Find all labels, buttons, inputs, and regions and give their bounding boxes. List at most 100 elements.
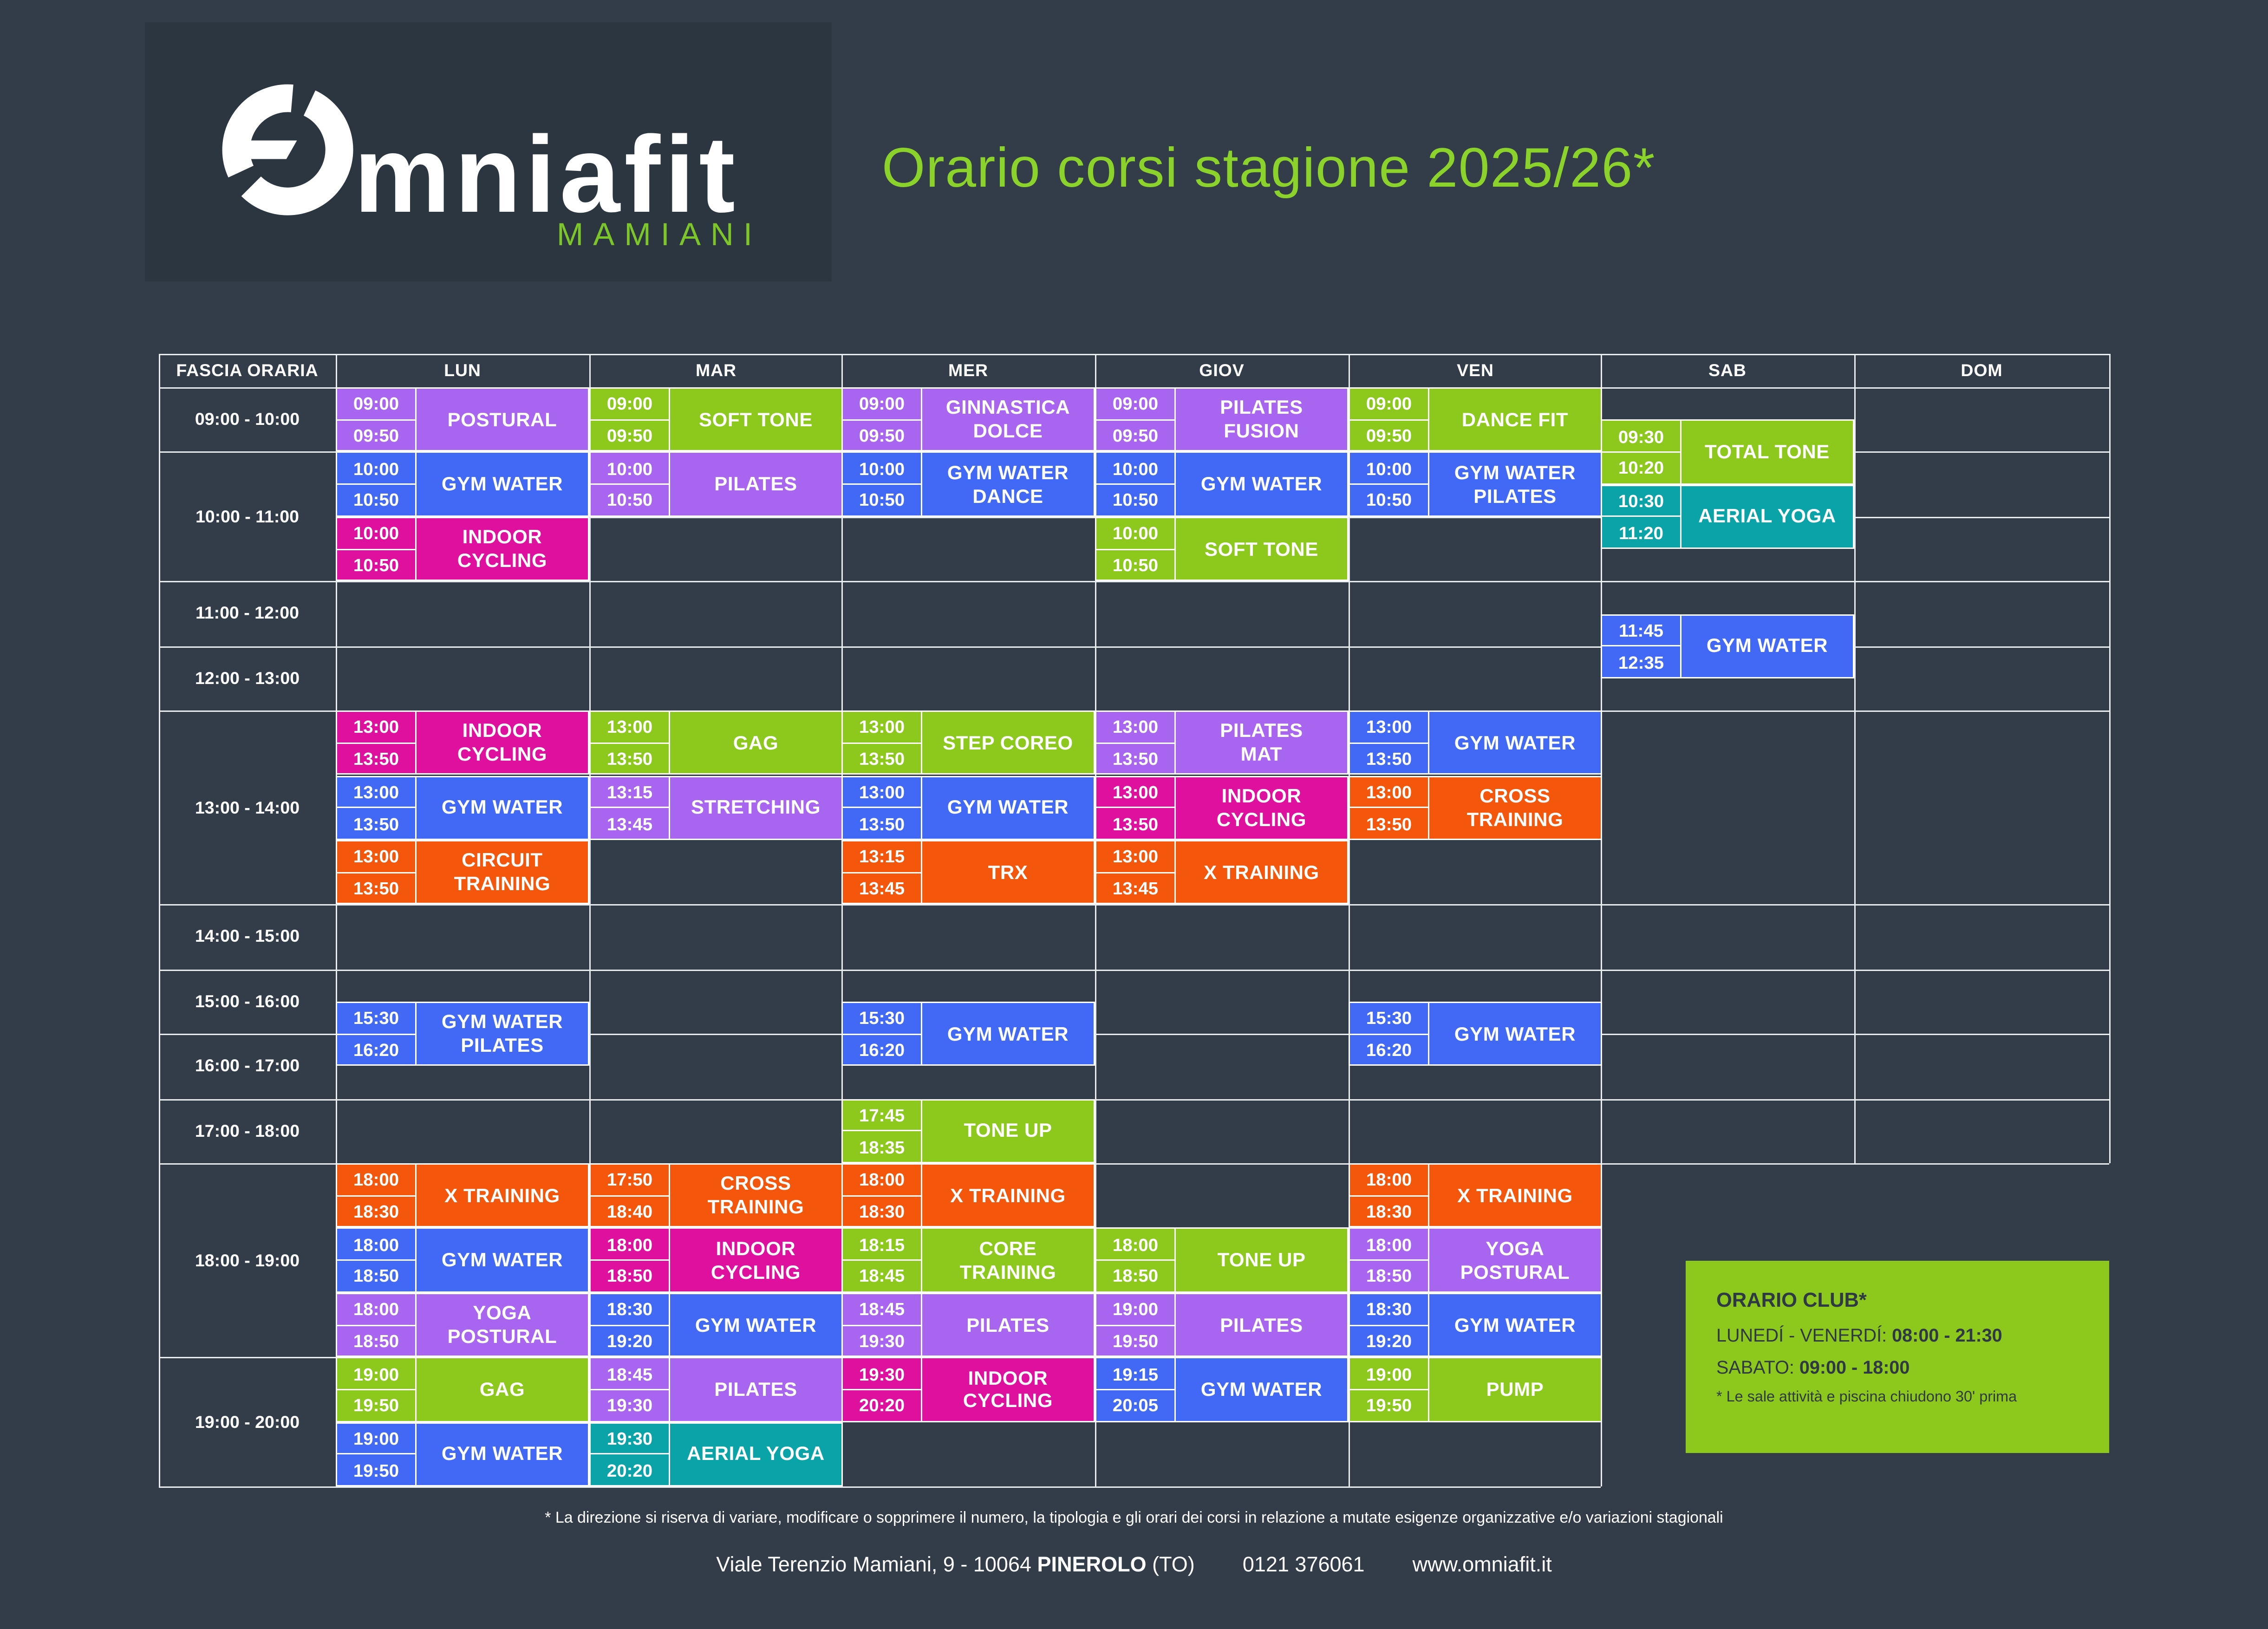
event-block: 19:00 19:50 GAG (336, 1357, 589, 1422)
event-times: 19:00 19:50 (337, 1423, 417, 1486)
event-block: 18:00 18:50 INDOOR CYCLING (589, 1228, 843, 1293)
event-block: 13:15 13:45 STRETCHING (589, 775, 843, 840)
event-end: 13:50 (1366, 813, 1412, 834)
event-name: CROSS TRAINING (707, 1172, 804, 1218)
event-block: 18:30 19:20 GYM WATER (589, 1292, 843, 1357)
event-block: 15:30 16:20 GYM WATER PILATES (336, 1001, 589, 1066)
grid-line (159, 1098, 2109, 1100)
event-times: 09:00 09:50 (1350, 389, 1429, 451)
event-start: 13:00 (337, 712, 415, 744)
event-times: 13:00 13:50 (843, 712, 922, 774)
event-end: 18:50 (1366, 1265, 1412, 1287)
event-end: 19:20 (606, 1330, 653, 1351)
event-end: 13:45 (1112, 877, 1159, 899)
event-start: 13:15 (591, 777, 669, 808)
club-hours-note: * Le sale attività e piscina chiudono 30… (1716, 1389, 2017, 1406)
event-name: X TRAINING (1457, 1184, 1573, 1206)
event-end: 10:20 (1618, 457, 1664, 478)
event-block: 13:00 13:45 X TRAINING (1095, 840, 1349, 905)
time-slot-label: 11:00 - 12:00 (195, 604, 300, 624)
event-end: 19:50 (1112, 1330, 1159, 1351)
event-name: GYM WATER (947, 1022, 1069, 1045)
event-block: 09:00 09:50 POSTURAL (336, 387, 589, 452)
event-times: 19:30 20:20 (843, 1358, 922, 1421)
event-block: 10:00 10:50 GYM WATER (336, 452, 589, 517)
grid-line (159, 581, 2109, 583)
weekdays-hours: 08:00 - 21:30 (1892, 1325, 2002, 1346)
event-times: 18:15 18:45 (843, 1229, 922, 1291)
event-block: 18:00 18:30 X TRAINING (1349, 1163, 1602, 1228)
weekdays-label: LUNEDÍ - VENERDÍ: (1716, 1325, 1887, 1346)
event-block: 09:30 10:20 TOTAL TONE (1601, 419, 1854, 484)
day-header-mar: MAR (695, 361, 737, 380)
event-end: 13:50 (353, 877, 399, 899)
grid-line (159, 354, 2109, 355)
event-block: 13:00 13:50 PILATES MAT (1095, 710, 1349, 775)
event-block: 13:00 13:50 GYM WATER (336, 775, 589, 840)
event-start: 10:00 (843, 453, 921, 485)
time-slot-label: 18:00 - 19:00 (195, 1250, 300, 1270)
event-start: 18:00 (337, 1165, 415, 1197)
event-name: PILATES (1220, 1313, 1303, 1336)
event-end: 13:50 (1112, 748, 1159, 769)
event-name: GYM WATER (1200, 472, 1323, 495)
event-name: GYM WATER (1200, 1378, 1323, 1401)
event-name: GYM WATER (1454, 1022, 1576, 1045)
event-times: 18:00 18:30 (337, 1165, 417, 1227)
event-times: 09:00 09:50 (843, 389, 922, 451)
event-name: YOGA POSTURAL (447, 1301, 557, 1347)
event-times: 13:00 13:50 (1350, 776, 1429, 839)
event-end: 13:50 (353, 813, 399, 834)
event-start: 09:00 (1350, 389, 1428, 421)
event-start: 10:00 (337, 453, 415, 485)
event-block: 13:00 13:50 GYM WATER (1349, 710, 1602, 775)
event-start: 13:00 (1096, 777, 1174, 808)
event-name: INDOOR CYCLING (457, 719, 547, 765)
event-block: 13:00 13:50 CIRCUIT TRAINING (336, 840, 589, 905)
event-end: 20:20 (606, 1460, 653, 1481)
event-end: 18:30 (1366, 1201, 1412, 1222)
page-title: Orario corsi stagione 2025/26* (882, 138, 1655, 199)
saturday-hours: 09:00 - 18:00 (1799, 1357, 1910, 1378)
event-end: 09:50 (1112, 425, 1159, 446)
event-start: 13:00 (337, 841, 415, 873)
event-end: 13:50 (353, 748, 399, 769)
event-block: 09:00 09:50 GINNASTICA DOLCE (841, 387, 1095, 452)
event-block: 18:30 19:20 GYM WATER (1349, 1292, 1602, 1357)
event-start: 15:30 (337, 1003, 415, 1035)
grid-line (159, 354, 160, 1486)
event-start: 13:00 (337, 777, 415, 808)
event-start: 18:00 (1350, 1165, 1428, 1197)
event-times: 10:00 10:50 (337, 518, 417, 580)
event-block: 18:45 19:30 PILATES (841, 1292, 1095, 1357)
event-times: 18:00 18:50 (1096, 1229, 1176, 1291)
event-block: 19:30 20:20 INDOOR CYCLING (841, 1357, 1095, 1422)
logo-panel: mniafit MAMIANI (145, 22, 832, 281)
event-times: 10:00 10:50 (337, 453, 417, 515)
time-slot-label: 19:00 - 20:00 (195, 1412, 300, 1432)
event-times: 19:30 20:20 (591, 1423, 670, 1486)
event-times: 15:30 16:20 (1350, 1003, 1429, 1065)
event-times: 19:15 20:05 (1096, 1358, 1176, 1421)
event-times: 19:00 19:50 (1350, 1358, 1429, 1421)
event-start: 15:30 (843, 1003, 921, 1035)
event-name: PILATES (714, 472, 797, 495)
brand-wordmark: mniafit (354, 120, 739, 228)
event-times: 11:45 12:35 (1602, 615, 1681, 677)
event-times: 13:00 13:50 (591, 712, 670, 774)
event-name: TONE UP (964, 1119, 1052, 1142)
event-start: 18:00 (1096, 1229, 1174, 1261)
event-start: 17:45 (843, 1100, 921, 1132)
time-slot-label: 09:00 - 10:00 (195, 410, 300, 430)
event-name: GYM WATER (441, 1248, 563, 1271)
event-name: SOFT TONE (698, 408, 813, 430)
event-start: 18:30 (1350, 1294, 1428, 1326)
event-end: 18:30 (859, 1201, 905, 1222)
event-times: 10:00 10:50 (1096, 518, 1176, 580)
event-block: 11:45 12:35 GYM WATER (1601, 613, 1854, 678)
event-name: DANCE FIT (1461, 408, 1569, 430)
time-slot-label: 12:00 - 13:00 (195, 668, 300, 688)
event-end: 13:50 (859, 813, 905, 834)
event-start: 13:00 (591, 712, 669, 744)
grid-line (159, 1034, 2109, 1036)
